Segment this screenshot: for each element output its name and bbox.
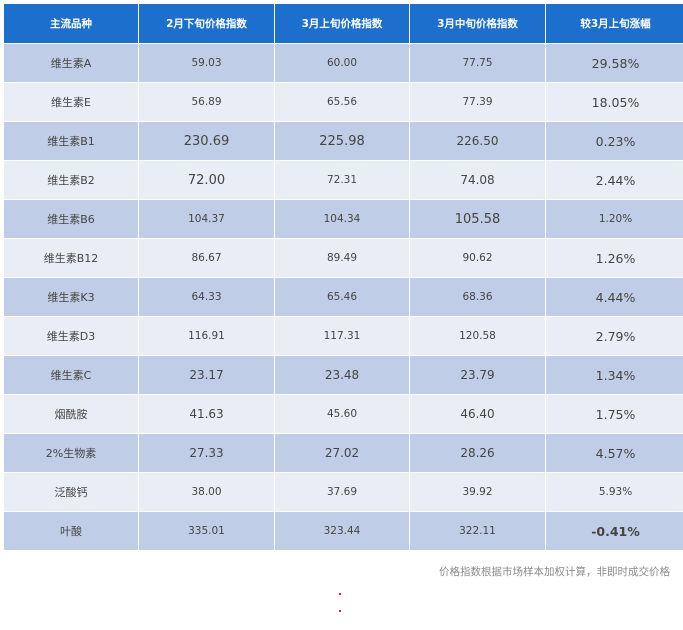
mar-early-cell: 65.46 xyxy=(274,277,410,317)
mar-early-cell: 323.44 xyxy=(274,511,410,551)
feb-late-cell: 59.03 xyxy=(138,43,275,83)
mar-early-cell: 23.48 xyxy=(274,355,410,395)
change-cell: 1.34% xyxy=(545,355,683,395)
change-cell: 2.79% xyxy=(545,316,683,356)
decorative-dot xyxy=(339,610,341,612)
variety-cell: 维生素B6 xyxy=(3,199,139,239)
mar-mid-cell: 46.40 xyxy=(409,394,546,434)
mar-mid-cell: 77.39 xyxy=(409,82,546,122)
header-mar-early-index: 3月上旬价格指数 xyxy=(274,3,410,44)
change-cell: 1.20% xyxy=(545,199,683,239)
feb-late-cell: 41.63 xyxy=(138,394,275,434)
header-change-vs-mar-early: 较3月上旬涨幅 xyxy=(545,3,683,44)
variety-cell: 烟酰胺 xyxy=(3,394,139,434)
change-cell: -0.41% xyxy=(545,511,683,551)
variety-cell: 维生素B2 xyxy=(3,160,139,200)
variety-cell: 维生素B1 xyxy=(3,121,139,161)
mar-early-cell: 65.56 xyxy=(274,82,410,122)
variety-cell: 2%生物素 xyxy=(3,433,139,473)
variety-cell: 维生素A xyxy=(3,43,139,83)
mar-early-cell: 104.34 xyxy=(274,199,410,239)
table-row: 维生素B12 86.67 89.49 90.62 1.26% xyxy=(3,238,683,278)
header-mar-mid-index: 3月中旬价格指数 xyxy=(409,3,546,44)
feb-late-cell: 56.89 xyxy=(138,82,275,122)
mar-mid-cell: 90.62 xyxy=(409,238,546,278)
variety-cell: 泛酸钙 xyxy=(3,472,139,512)
variety-cell: 维生素C xyxy=(3,355,139,395)
mar-early-cell: 72.31 xyxy=(274,160,410,200)
change-cell: 2.44% xyxy=(545,160,683,200)
change-cell: 1.75% xyxy=(545,394,683,434)
table-row: 维生素C 23.17 23.48 23.79 1.34% xyxy=(3,355,683,395)
table-row: 叶酸 335.01 323.44 322.11 -0.41% xyxy=(3,511,683,551)
feb-late-cell: 230.69 xyxy=(138,121,275,161)
mar-early-cell: 45.60 xyxy=(274,394,410,434)
mar-early-cell: 225.98 xyxy=(274,121,410,161)
feb-late-cell: 27.33 xyxy=(138,433,275,473)
variety-cell: 维生素D3 xyxy=(3,316,139,356)
table-row: 维生素D3 116.91 117.31 120.58 2.79% xyxy=(3,316,683,356)
feb-late-cell: 38.00 xyxy=(138,472,275,512)
table-row: 维生素E 56.89 65.56 77.39 18.05% xyxy=(3,82,683,122)
feb-late-cell: 104.37 xyxy=(138,199,275,239)
table-row: 维生素A 59.03 60.00 77.75 29.58% xyxy=(3,43,683,83)
price-index-table: 主流品种 2月下旬价格指数 3月上旬价格指数 3月中旬价格指数 较3月上旬涨幅 … xyxy=(3,3,683,551)
footnote: 价格指数根据市场样本加权计算，非即时成交价格 xyxy=(439,566,670,578)
decorative-dot xyxy=(339,593,341,595)
mar-early-cell: 37.69 xyxy=(274,472,410,512)
header-feb-late-index: 2月下旬价格指数 xyxy=(138,3,275,44)
mar-mid-cell: 23.79 xyxy=(409,355,546,395)
variety-cell: 维生素B12 xyxy=(3,238,139,278)
mar-mid-cell: 322.11 xyxy=(409,511,546,551)
mar-mid-cell: 226.50 xyxy=(409,121,546,161)
change-cell: 18.05% xyxy=(545,82,683,122)
change-cell: 29.58% xyxy=(545,43,683,83)
variety-cell: 叶酸 xyxy=(3,511,139,551)
table-row: 维生素B6 104.37 104.34 105.58 1.20% xyxy=(3,199,683,239)
feb-late-cell: 335.01 xyxy=(138,511,275,551)
mar-mid-cell: 120.58 xyxy=(409,316,546,356)
feb-late-cell: 86.67 xyxy=(138,238,275,278)
feb-late-cell: 72.00 xyxy=(138,160,275,200)
table-row: 2%生物素 27.33 27.02 28.26 4.57% xyxy=(3,433,683,473)
change-cell: 1.26% xyxy=(545,238,683,278)
feb-late-cell: 116.91 xyxy=(138,316,275,356)
variety-cell: 维生素E xyxy=(3,82,139,122)
variety-cell: 维生素K3 xyxy=(3,277,139,317)
change-cell: 4.44% xyxy=(545,277,683,317)
change-cell: 4.57% xyxy=(545,433,683,473)
mar-mid-cell: 28.26 xyxy=(409,433,546,473)
mar-mid-cell: 74.08 xyxy=(409,160,546,200)
mar-mid-cell: 105.58 xyxy=(409,199,546,239)
mar-early-cell: 60.00 xyxy=(274,43,410,83)
mar-mid-cell: 68.36 xyxy=(409,277,546,317)
mar-early-cell: 89.49 xyxy=(274,238,410,278)
table-row: 维生素K3 64.33 65.46 68.36 4.44% xyxy=(3,277,683,317)
table-row: 烟酰胺 41.63 45.60 46.40 1.75% xyxy=(3,394,683,434)
mar-mid-cell: 77.75 xyxy=(409,43,546,83)
feb-late-cell: 64.33 xyxy=(138,277,275,317)
feb-late-cell: 23.17 xyxy=(138,355,275,395)
table-row: 维生素B2 72.00 72.31 74.08 2.44% xyxy=(3,160,683,200)
mar-early-cell: 117.31 xyxy=(274,316,410,356)
table-header-row: 主流品种 2月下旬价格指数 3月上旬价格指数 3月中旬价格指数 较3月上旬涨幅 xyxy=(3,3,683,44)
table-row: 维生素B1 230.69 225.98 226.50 0.23% xyxy=(3,121,683,161)
change-cell: 0.23% xyxy=(545,121,683,161)
header-variety: 主流品种 xyxy=(3,3,139,44)
change-cell: 5.93% xyxy=(545,472,683,512)
table-row: 泛酸钙 38.00 37.69 39.92 5.93% xyxy=(3,472,683,512)
mar-early-cell: 27.02 xyxy=(274,433,410,473)
mar-mid-cell: 39.92 xyxy=(409,472,546,512)
